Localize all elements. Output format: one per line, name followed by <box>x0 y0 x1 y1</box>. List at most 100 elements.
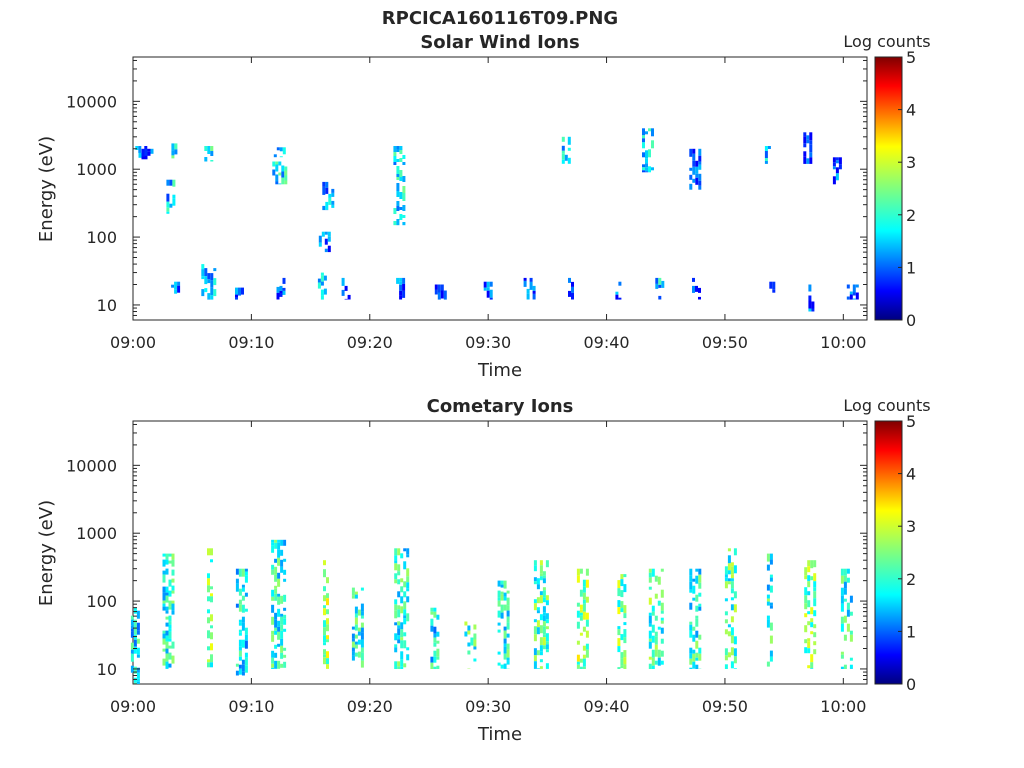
spectrogram-cell <box>727 652 731 658</box>
spectrogram-cell <box>835 160 839 164</box>
spectrogram-cell <box>274 619 278 628</box>
spectrogram-cell <box>277 608 281 617</box>
spectrogram-cell <box>430 662 434 669</box>
spectrogram-cell <box>165 595 169 603</box>
spectrogram-cell <box>323 275 327 281</box>
spectrogram-cell <box>279 156 283 158</box>
spectrogram-cell <box>813 632 817 638</box>
spectrogram-cell <box>503 630 507 639</box>
spectrogram-cell <box>443 297 447 300</box>
spectrogram-cell <box>274 644 278 649</box>
spectrogram-cell <box>651 140 654 149</box>
spectrogram-cell <box>172 179 176 187</box>
spectrogram-cell <box>277 626 281 632</box>
spectrogram-cell <box>162 658 166 666</box>
spectrogram-cell <box>136 638 140 644</box>
cometary-panel: Cometary Ions 09:00 09:10 09:20 09:30 09:40 0… <box>36 396 931 745</box>
spectrogram-cell <box>344 298 348 300</box>
colorbar-label: Log counts <box>843 32 930 51</box>
spectrogram-cell <box>467 642 471 647</box>
spectrogram-cell <box>207 578 210 586</box>
spectrogram-cell <box>283 661 287 668</box>
spectrogram-cell <box>274 574 278 582</box>
spectrogram-cell <box>325 181 329 188</box>
spectrogram-cell <box>623 584 627 593</box>
spectrogram-cell <box>280 624 284 631</box>
colorbar-tick-label: 4 <box>906 465 916 484</box>
spectrogram-cell <box>500 580 504 585</box>
spectrogram-cell <box>506 590 510 594</box>
spectrogram-cell <box>354 652 358 657</box>
spectrogram-cell <box>620 579 624 587</box>
spectrogram-cell <box>150 148 154 154</box>
spectrogram-cell <box>803 136 807 144</box>
spectrogram-cell <box>397 571 401 576</box>
spectrogram-cell <box>360 639 364 648</box>
spectrogram-cell <box>568 277 571 283</box>
spectrogram-cell <box>769 577 773 582</box>
spectrogram-cell <box>689 568 693 576</box>
spectrogram-cell <box>489 297 493 300</box>
spectrogram-cell <box>133 619 137 628</box>
spectrogram-cell <box>503 643 507 647</box>
spectrogram-cell <box>281 177 285 185</box>
spectrogram-cell <box>695 575 699 584</box>
spectrogram-cell <box>539 565 543 574</box>
spectrogram-cell <box>403 561 407 570</box>
spectrogram-cell <box>323 627 326 636</box>
spectrogram-cell <box>642 167 645 171</box>
spectrogram-cell <box>443 290 447 298</box>
spectrogram-cell <box>162 630 166 634</box>
spectrogram-cell <box>532 290 536 294</box>
spectrogram-cell <box>274 630 278 635</box>
spectrogram-cell <box>536 668 540 669</box>
spectrogram-cell <box>724 664 728 669</box>
spectrogram-cell <box>769 605 773 609</box>
spectrogram-cell <box>136 678 140 682</box>
spectrogram-cell <box>400 666 404 669</box>
spectrogram-cell <box>657 657 661 666</box>
spectrogram-cell <box>360 615 364 619</box>
spectrogram-cell <box>274 612 278 620</box>
spectrogram-cell <box>807 648 811 654</box>
spectrogram-cell <box>536 620 540 628</box>
spectrogram-cell <box>399 207 403 210</box>
spectrogram-cell <box>803 132 807 137</box>
spectrogram-cell <box>689 575 693 582</box>
spectrogram-cell <box>533 599 537 604</box>
spectrogram-cell <box>698 164 702 170</box>
spectrogram-cell <box>393 208 397 214</box>
spectrogram-cell <box>271 589 275 597</box>
spectrogram-cell <box>576 610 580 618</box>
spectrogram-cell <box>317 278 321 283</box>
spectrogram-cell <box>354 606 358 614</box>
spectrogram-cell <box>322 186 326 195</box>
spectrogram-cell <box>403 663 407 668</box>
spectrogram-cell <box>166 211 170 214</box>
spectrogram-cell <box>394 573 398 580</box>
spectrogram-cell <box>769 622 773 631</box>
spectrogram-cell <box>207 662 210 668</box>
spectrogram-cell <box>506 633 510 638</box>
spectrogram-cell <box>326 598 329 606</box>
spectrogram-cell <box>171 655 175 664</box>
spectrogram-cell <box>846 577 850 583</box>
spectrogram-cell <box>213 268 217 272</box>
spectrogram-cell <box>277 542 281 550</box>
spectrogram-cell <box>645 158 648 164</box>
spectrogram-cell <box>483 281 487 288</box>
spectrogram-cell <box>769 585 773 593</box>
spectrogram-cell <box>171 585 175 591</box>
spectrogram-cell <box>396 191 400 197</box>
spectrogram-cell <box>399 214 403 220</box>
spectrogram-cell <box>642 142 645 149</box>
spectrogram-cell <box>394 647 398 653</box>
spectrogram-cell <box>473 658 477 662</box>
x-tick-label: 09:00 <box>110 333 156 352</box>
spectrogram-cell <box>651 605 655 612</box>
spectrogram-cell <box>500 604 504 613</box>
spectrogram-cell <box>698 287 701 293</box>
spectrogram-cell <box>620 634 624 641</box>
spectrogram-cell <box>807 560 811 567</box>
spectrogram-cell <box>238 668 242 675</box>
